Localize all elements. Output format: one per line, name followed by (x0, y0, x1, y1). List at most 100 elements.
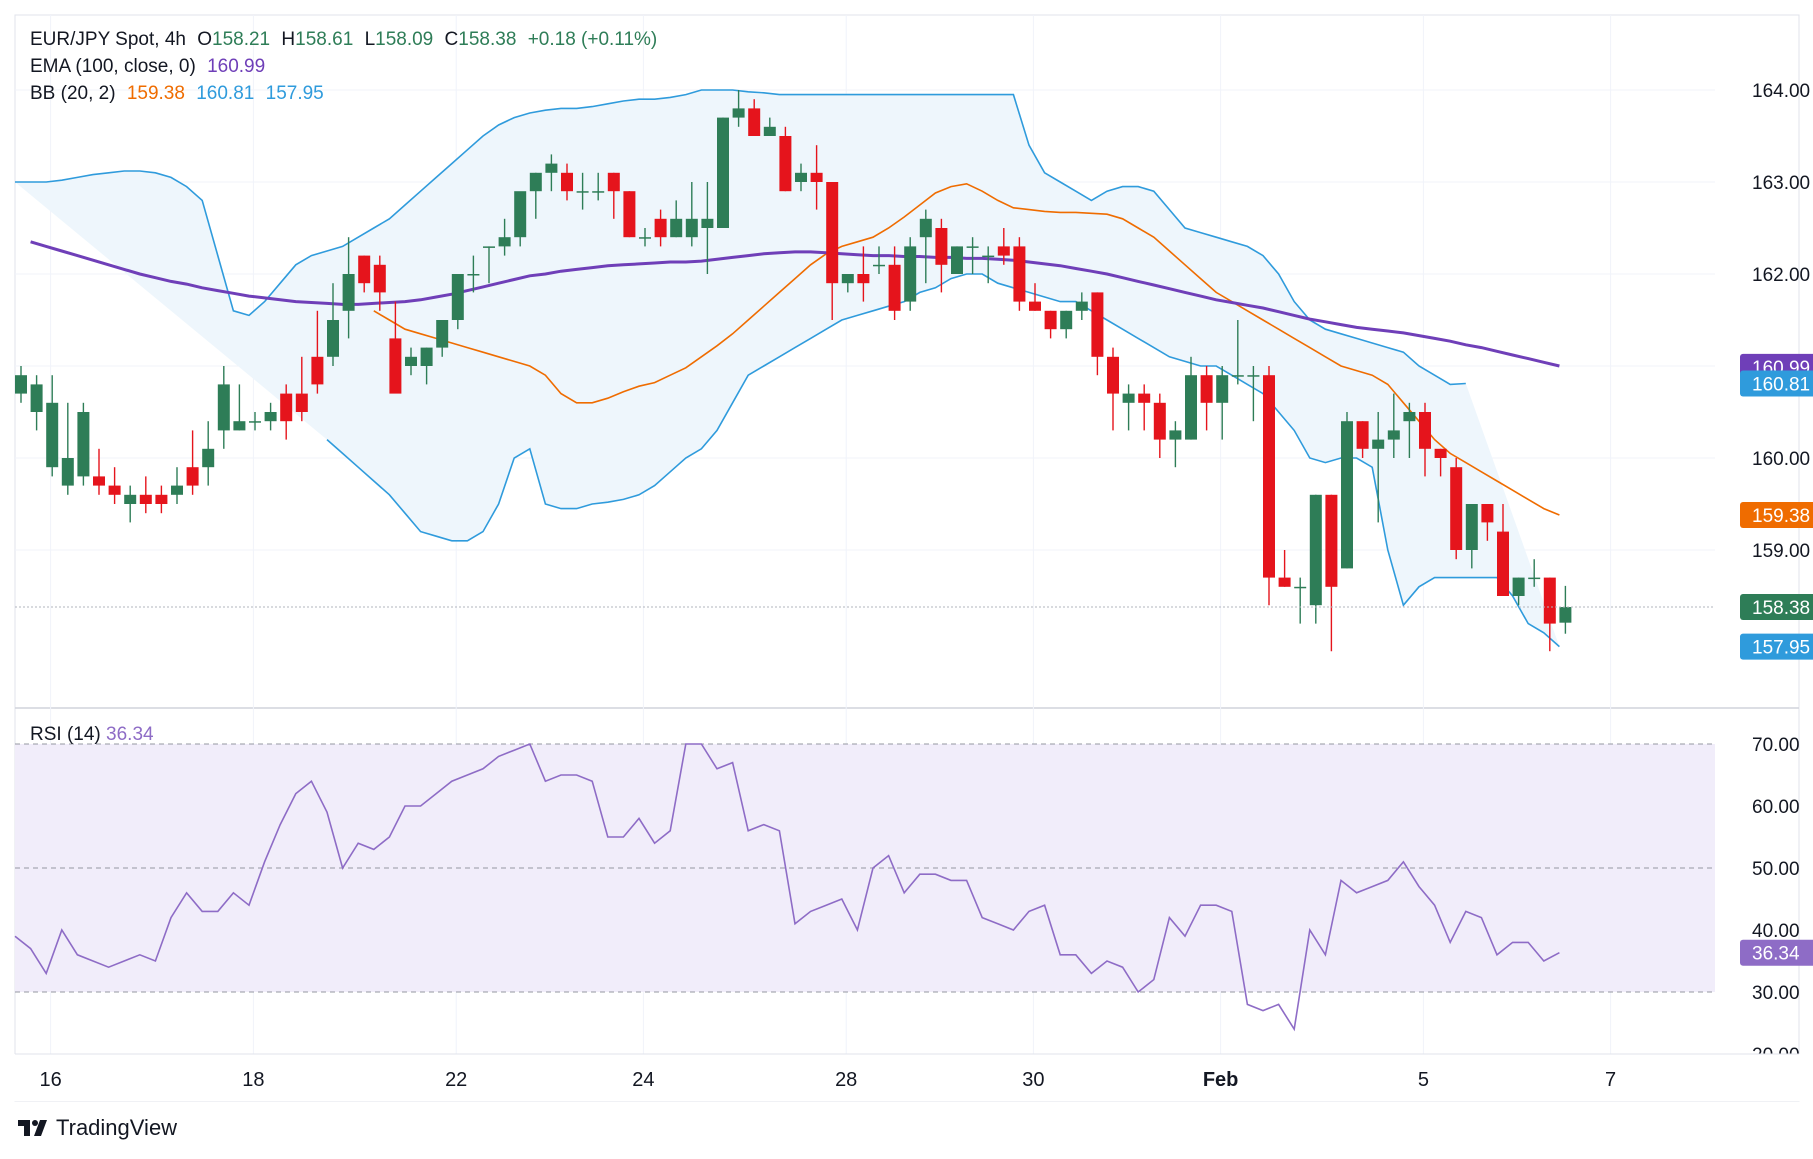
candle[interactable] (857, 246, 870, 302)
candle[interactable] (311, 310, 324, 394)
candle[interactable] (529, 172, 542, 219)
candle[interactable] (264, 402, 277, 431)
candle[interactable] (1169, 421, 1182, 468)
candle[interactable] (919, 209, 932, 284)
candle[interactable] (561, 163, 573, 201)
candle[interactable] (30, 375, 43, 431)
candle[interactable] (342, 237, 355, 339)
candle[interactable] (732, 90, 745, 127)
candle[interactable] (108, 467, 121, 504)
candle[interactable] (1044, 310, 1057, 339)
candle[interactable] (670, 200, 683, 238)
candle[interactable] (841, 274, 854, 293)
candle[interactable] (904, 237, 917, 311)
candle[interactable] (810, 145, 823, 210)
candle[interactable] (1309, 494, 1322, 624)
candle[interactable] (935, 218, 948, 293)
candle[interactable] (1029, 283, 1041, 311)
candle[interactable] (1263, 366, 1275, 606)
candle[interactable] (717, 117, 729, 228)
candle[interactable] (405, 347, 417, 376)
candle[interactable] (514, 191, 527, 247)
candle[interactable] (701, 182, 714, 274)
candle[interactable] (1559, 585, 1572, 634)
candle[interactable] (873, 246, 885, 274)
candle[interactable] (483, 246, 495, 284)
candle[interactable] (1138, 384, 1151, 431)
candle[interactable] (951, 246, 963, 274)
candle[interactable] (1247, 366, 1260, 422)
candle[interactable] (1497, 504, 1509, 596)
candle[interactable] (1356, 421, 1369, 458)
candle[interactable] (280, 384, 293, 440)
candle[interactable] (295, 356, 308, 422)
candle[interactable] (1122, 384, 1135, 431)
candle[interactable] (1434, 448, 1447, 477)
candle[interactable] (467, 255, 480, 293)
candle[interactable] (685, 182, 698, 247)
candle[interactable] (1325, 494, 1338, 652)
candle[interactable] (202, 421, 215, 486)
candle[interactable] (1013, 237, 1026, 311)
candle[interactable] (77, 402, 90, 486)
candle[interactable] (654, 209, 667, 247)
candle[interactable] (1512, 577, 1525, 606)
price-pane[interactable] (15, 89, 1715, 652)
candle[interactable] (1450, 458, 1463, 560)
candle[interactable] (1185, 356, 1197, 440)
candle[interactable] (139, 476, 152, 514)
candle[interactable] (249, 412, 261, 431)
candle[interactable] (1091, 292, 1104, 376)
candle[interactable] (155, 485, 168, 514)
candle[interactable] (451, 274, 464, 330)
candle[interactable] (576, 172, 589, 210)
candle[interactable] (545, 154, 558, 192)
candle[interactable] (1481, 504, 1494, 541)
candle[interactable] (1419, 402, 1431, 477)
candle[interactable] (1403, 402, 1416, 458)
candle[interactable] (389, 301, 402, 394)
candle[interactable] (1216, 366, 1229, 440)
candle[interactable] (748, 99, 761, 136)
candle[interactable] (186, 430, 199, 495)
candle[interactable] (171, 467, 183, 504)
candle[interactable] (826, 182, 839, 320)
candle[interactable] (888, 246, 901, 320)
candle[interactable] (607, 172, 620, 219)
candle[interactable] (217, 366, 230, 449)
rsi-pane[interactable] (14, 742, 1715, 1032)
candle[interactable] (46, 375, 59, 477)
candle[interactable] (1107, 347, 1119, 431)
candle[interactable] (623, 191, 636, 238)
candle[interactable] (1372, 412, 1385, 523)
candle[interactable] (61, 402, 74, 495)
candle[interactable] (15, 366, 27, 403)
candle[interactable] (1465, 504, 1478, 569)
candle[interactable] (966, 237, 979, 274)
candle[interactable] (327, 283, 339, 366)
candle[interactable] (1153, 393, 1166, 458)
candle[interactable] (982, 246, 995, 284)
candle[interactable] (1060, 310, 1073, 339)
candle[interactable] (1231, 320, 1244, 385)
candle[interactable] (1341, 412, 1353, 569)
candle[interactable] (1543, 577, 1556, 652)
candle[interactable] (1278, 550, 1291, 587)
candle[interactable] (1075, 292, 1088, 320)
candle[interactable] (124, 485, 137, 523)
candle[interactable] (1294, 577, 1307, 624)
candle[interactable] (436, 320, 449, 357)
candle[interactable] (373, 255, 386, 311)
candle[interactable] (420, 347, 433, 385)
candle[interactable] (358, 255, 371, 293)
candle[interactable] (233, 384, 246, 431)
candle[interactable] (93, 448, 105, 495)
candle[interactable] (498, 218, 511, 256)
candle[interactable] (997, 228, 1010, 265)
candle[interactable] (779, 126, 792, 192)
tradingview-brand[interactable]: TradingView (16, 1115, 177, 1141)
candle[interactable] (795, 163, 807, 192)
candle[interactable] (639, 228, 651, 247)
